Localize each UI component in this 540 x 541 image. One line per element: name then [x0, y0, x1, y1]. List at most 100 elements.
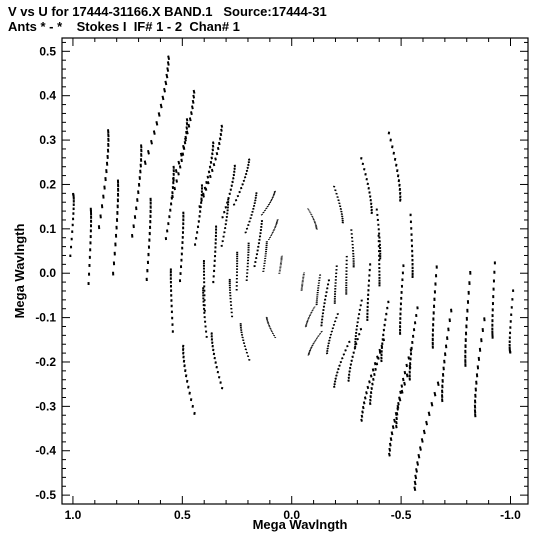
uv-point: [165, 73, 169, 79]
x-axis-title: Mega Wavlngth: [253, 517, 348, 532]
uv-point: [395, 416, 398, 421]
uv-point: [361, 405, 365, 410]
uv-point: [360, 414, 364, 418]
uv-point: [247, 163, 250, 167]
uv-point: [155, 121, 159, 126]
uv-point: [166, 67, 170, 72]
uv-point: [182, 146, 186, 150]
x-tick-label: -0.5: [391, 508, 412, 522]
uv-point: [269, 199, 273, 202]
uv-point: [369, 374, 373, 378]
uv-point: [150, 139, 153, 145]
chart-subtitle: Ants * - * Stokes I IF# 1 - 2 Chan# 1: [8, 19, 240, 34]
uv-point: [236, 194, 240, 198]
uv-point: [198, 205, 201, 209]
uv-point: [152, 130, 156, 135]
uv-point: [369, 395, 372, 399]
uv-point: [368, 380, 371, 384]
uv-point: [346, 344, 349, 348]
uv-point: [181, 152, 185, 156]
uv-point: [247, 160, 251, 164]
uv-point: [373, 373, 376, 376]
uv-point: [159, 103, 163, 109]
uv-point: [409, 348, 413, 352]
uv-point: [415, 468, 418, 473]
uv-point: [337, 367, 340, 371]
uv-point: [403, 381, 406, 386]
y-tick-label: -0.4: [35, 444, 56, 458]
uv-point: [344, 349, 347, 352]
uv-point: [215, 151, 219, 156]
uv-point: [436, 381, 440, 387]
uv-point: [430, 401, 434, 407]
uv-point: [167, 55, 171, 61]
uv-point: [177, 160, 181, 165]
uv-point: [209, 160, 213, 164]
uv-point: [419, 446, 422, 451]
uv-point: [433, 391, 437, 397]
uv-point: [211, 144, 215, 148]
uv-point: [185, 122, 189, 126]
uv-point: [371, 368, 375, 372]
uv-point: [265, 207, 268, 210]
uv-point: [183, 140, 187, 145]
uv-point: [307, 353, 310, 356]
uv-point: [309, 347, 312, 350]
uv-point: [177, 172, 180, 176]
uv-point: [266, 205, 269, 208]
uv-point: [318, 332, 322, 335]
uv-point: [378, 350, 382, 354]
uv-point: [400, 384, 404, 388]
uv-point: [317, 335, 320, 337]
y-tick-label: 0.5: [39, 44, 56, 58]
uv-point: [247, 158, 251, 161]
uv-point: [375, 362, 379, 366]
uv-point: [238, 190, 241, 194]
uv-point: [422, 429, 426, 435]
uv-point: [220, 128, 223, 132]
uv-point: [173, 186, 176, 191]
uv-point: [200, 198, 203, 202]
chart-title: V vs U for 17444-31166.X BAND.1 Source:1…: [8, 4, 327, 19]
uv-point: [260, 213, 263, 216]
uv-point: [161, 95, 165, 101]
uv-point: [210, 156, 213, 160]
y-tick-label: 0.3: [39, 133, 56, 147]
uv-point: [185, 118, 189, 122]
uv-point: [320, 330, 323, 333]
uv-point: [413, 480, 417, 486]
y-tick-label: 0.1: [39, 222, 56, 236]
uv-point: [313, 340, 316, 343]
uv-point: [335, 374, 338, 377]
uv-point: [243, 176, 247, 179]
uv-point: [190, 111, 193, 116]
uv-point: [234, 199, 238, 202]
uv-point: [401, 377, 405, 382]
uv-point: [332, 385, 336, 389]
uv-point: [191, 99, 195, 104]
uv-point: [333, 383, 336, 386]
uv-point: [202, 192, 205, 196]
uv-point: [216, 146, 220, 151]
uv-point: [397, 402, 400, 406]
uv-point: [395, 424, 398, 429]
uv-point: [208, 165, 212, 169]
uv-point: [220, 124, 224, 128]
uv-point: [391, 425, 395, 430]
uv-point: [245, 169, 249, 173]
y-tick-label: 0.2: [39, 177, 56, 191]
uv-point: [219, 132, 223, 137]
uv-point: [377, 356, 380, 360]
uv-point: [272, 193, 276, 196]
uv-point: [388, 452, 391, 457]
uv-point: [180, 158, 183, 163]
y-tick-label: -0.1: [35, 311, 56, 325]
uv-point: [308, 351, 311, 353]
uv-point: [339, 360, 343, 364]
uv-point: [205, 181, 208, 184]
uv-point: [211, 152, 214, 156]
uv-point: [420, 438, 424, 443]
uv-point: [192, 89, 196, 94]
uv-point: [338, 364, 341, 367]
